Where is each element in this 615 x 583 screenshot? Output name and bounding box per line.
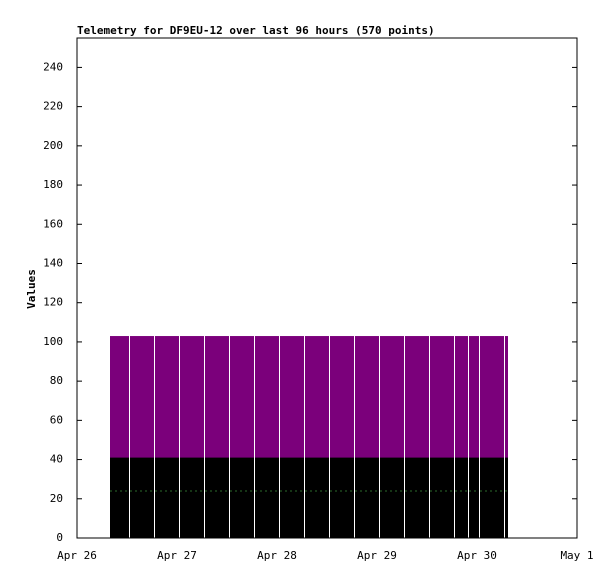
y-tick-label: 180 [43, 178, 63, 191]
y-tick-label: 60 [50, 413, 63, 426]
y-tick-label: 200 [43, 139, 63, 152]
y-tick-label: 40 [50, 453, 63, 466]
y-tick-label: 140 [43, 256, 63, 269]
y-tick-label: 160 [43, 217, 63, 230]
x-tick-label: Apr 29 [357, 549, 397, 562]
x-tick-label: Apr 26 [57, 549, 97, 562]
band-segment [405, 457, 429, 538]
band-segment [505, 457, 508, 538]
x-tick-label: May 1 [560, 549, 593, 562]
band-segment [110, 457, 129, 538]
plot-border [76, 37, 578, 539]
x-tick-label: Apr 30 [457, 549, 497, 562]
band-segment [305, 457, 329, 538]
y-tick-label: 80 [50, 374, 63, 387]
band-segment [255, 457, 279, 538]
band-segment [380, 457, 404, 538]
band-segment [155, 457, 179, 538]
chart-title: Telemetry for DF9EU-12 over last 96 hour… [77, 24, 435, 37]
band-segment [469, 457, 479, 538]
x-tick-label: Apr 28 [257, 549, 297, 562]
band-segment [505, 336, 508, 538]
band-segment [330, 457, 354, 538]
band-segment [280, 457, 304, 538]
band-segment [469, 336, 479, 538]
band-segment [180, 457, 204, 538]
x-tick-label: Apr 27 [157, 549, 197, 562]
band-segment [230, 457, 254, 538]
y-tick-label: 0 [56, 531, 63, 544]
y-tick-label: 100 [43, 335, 63, 348]
band-segment [130, 457, 154, 538]
band-segment [430, 457, 454, 538]
band-segment [480, 457, 504, 538]
y-axis-label: Values [25, 269, 38, 309]
band-segment [355, 457, 379, 538]
band-segment [205, 457, 229, 538]
y-tick-label: 20 [50, 492, 63, 505]
band-segment [455, 457, 468, 538]
y-tick-label: 120 [43, 296, 63, 309]
y-tick-label: 220 [43, 100, 63, 113]
y-tick-label: 240 [43, 60, 63, 73]
